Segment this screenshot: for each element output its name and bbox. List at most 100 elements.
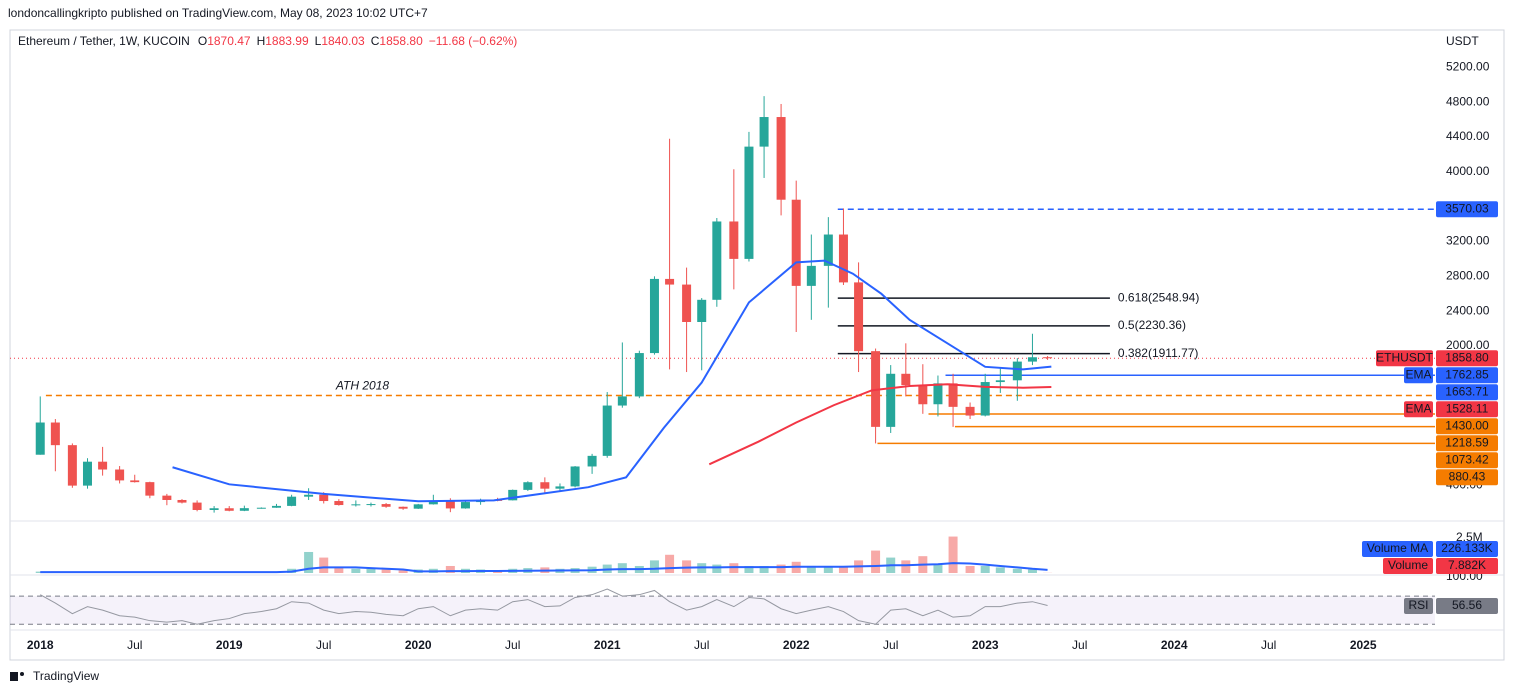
candle-body (618, 396, 627, 405)
candle-body (68, 445, 77, 485)
candle-body (777, 117, 786, 200)
candle-body (1013, 362, 1022, 381)
x-tick-label: Jul (127, 638, 142, 652)
volume-bar (382, 569, 391, 573)
candle-body (996, 380, 1005, 382)
candle-body (571, 466, 580, 486)
candle-body (399, 507, 408, 509)
candle-body (225, 508, 234, 511)
candle-body (319, 495, 328, 501)
candle-body (287, 497, 296, 506)
rsi-band (10, 596, 1435, 624)
ohlc-value: 1883.99 (265, 34, 309, 48)
ohlc-key: C (371, 34, 380, 48)
ohlc-key: O (198, 34, 207, 48)
candle-body (193, 503, 202, 510)
volume-bar (777, 565, 786, 573)
ohlc-value: 1870.47 (207, 34, 251, 48)
candle-body (36, 423, 45, 455)
badge-text: 3570.03 (1445, 201, 1489, 215)
candle-body (792, 200, 801, 286)
volume-bar (901, 560, 910, 573)
badge-text: 880.43 (1449, 469, 1486, 483)
badge-text: 1528.11 (1446, 401, 1489, 415)
x-tick-label: 2018 (27, 638, 54, 652)
badge-text: 1218.59 (1445, 435, 1489, 449)
candle-body (901, 374, 910, 385)
candle-body (145, 482, 154, 495)
candle-body (540, 482, 549, 488)
ema-line (173, 261, 1052, 502)
y-tick-label: 4800.00 (1446, 94, 1490, 108)
candle-body (635, 353, 644, 396)
badge-text: 1430.00 (1445, 418, 1489, 432)
frame (10, 30, 1504, 660)
candle-body (918, 385, 927, 404)
candle-body (588, 456, 597, 467)
badge-text: 1663.71 (1445, 384, 1489, 398)
volume-bar (351, 569, 360, 573)
brand: TradingView (33, 669, 99, 683)
volume-bar (712, 565, 721, 573)
candle-body (304, 495, 313, 497)
candle-body (366, 504, 375, 505)
candle-body (240, 508, 249, 511)
candle-body (650, 279, 659, 353)
candle-body (839, 235, 848, 283)
y-tick-label: 2400.00 (1446, 303, 1490, 317)
y-tick-label: 4400.00 (1446, 129, 1490, 143)
volume-bar (319, 558, 328, 573)
badge-tag-text: EMA (1405, 401, 1431, 415)
candle-body (697, 300, 706, 322)
ohlc-value: 1858.80 (379, 34, 423, 48)
candle-body (807, 266, 816, 286)
candle-body (1043, 357, 1052, 358)
x-tick-label: 2024 (1161, 638, 1188, 652)
x-tick-label: 2025 (1350, 638, 1377, 652)
volume-bar (949, 537, 958, 573)
x-tick-label: 2020 (405, 638, 432, 652)
change: −11.68 (−0.62%) (429, 34, 518, 48)
volume-bar (933, 565, 942, 573)
y-tick-label: 5200.00 (1446, 60, 1490, 74)
y-tick-label: 4000.00 (1446, 164, 1490, 178)
candle-body (210, 508, 219, 510)
candle-body (162, 496, 171, 500)
candle-body (603, 406, 612, 456)
volume-bar (650, 560, 659, 573)
candle-body (382, 504, 391, 507)
fib-label: 0.5(2230.36) (1118, 318, 1186, 332)
x-tick-label: Jul (694, 638, 709, 652)
symbol: Ethereum / Tether, 1W, KUCOIN (18, 34, 190, 48)
candle-body (760, 117, 769, 147)
candle-body (966, 407, 975, 416)
candle-body (949, 383, 958, 406)
level-annotation: ATH 2018 (335, 379, 389, 393)
badge-text: 226.133K (1441, 541, 1492, 555)
candle-body (682, 285, 691, 322)
volume-bar (966, 566, 975, 573)
volume-bar (665, 555, 674, 573)
x-tick-label: Jul (316, 638, 331, 652)
ohlc-value: 1840.03 (321, 34, 365, 48)
volume-bar (1028, 569, 1037, 573)
badge-text: 1073.42 (1445, 452, 1489, 466)
candle-body (665, 279, 674, 285)
candle-body (729, 221, 738, 258)
candle-body (523, 482, 532, 490)
candle-body (933, 383, 942, 404)
badge-tag-text: Volume MA (1367, 541, 1428, 555)
ohlc-key: H (257, 34, 266, 48)
logo (10, 672, 24, 681)
volume-bar (871, 551, 880, 573)
badge-tag-text: RSI (1408, 598, 1428, 612)
candle-body (130, 480, 139, 482)
candle-body (461, 502, 470, 508)
candle-body (414, 504, 423, 508)
candle-body (854, 282, 863, 351)
volume-bar (981, 566, 990, 573)
x-tick-label: 2022 (783, 638, 810, 652)
badge-text: 56.56 (1452, 598, 1482, 612)
